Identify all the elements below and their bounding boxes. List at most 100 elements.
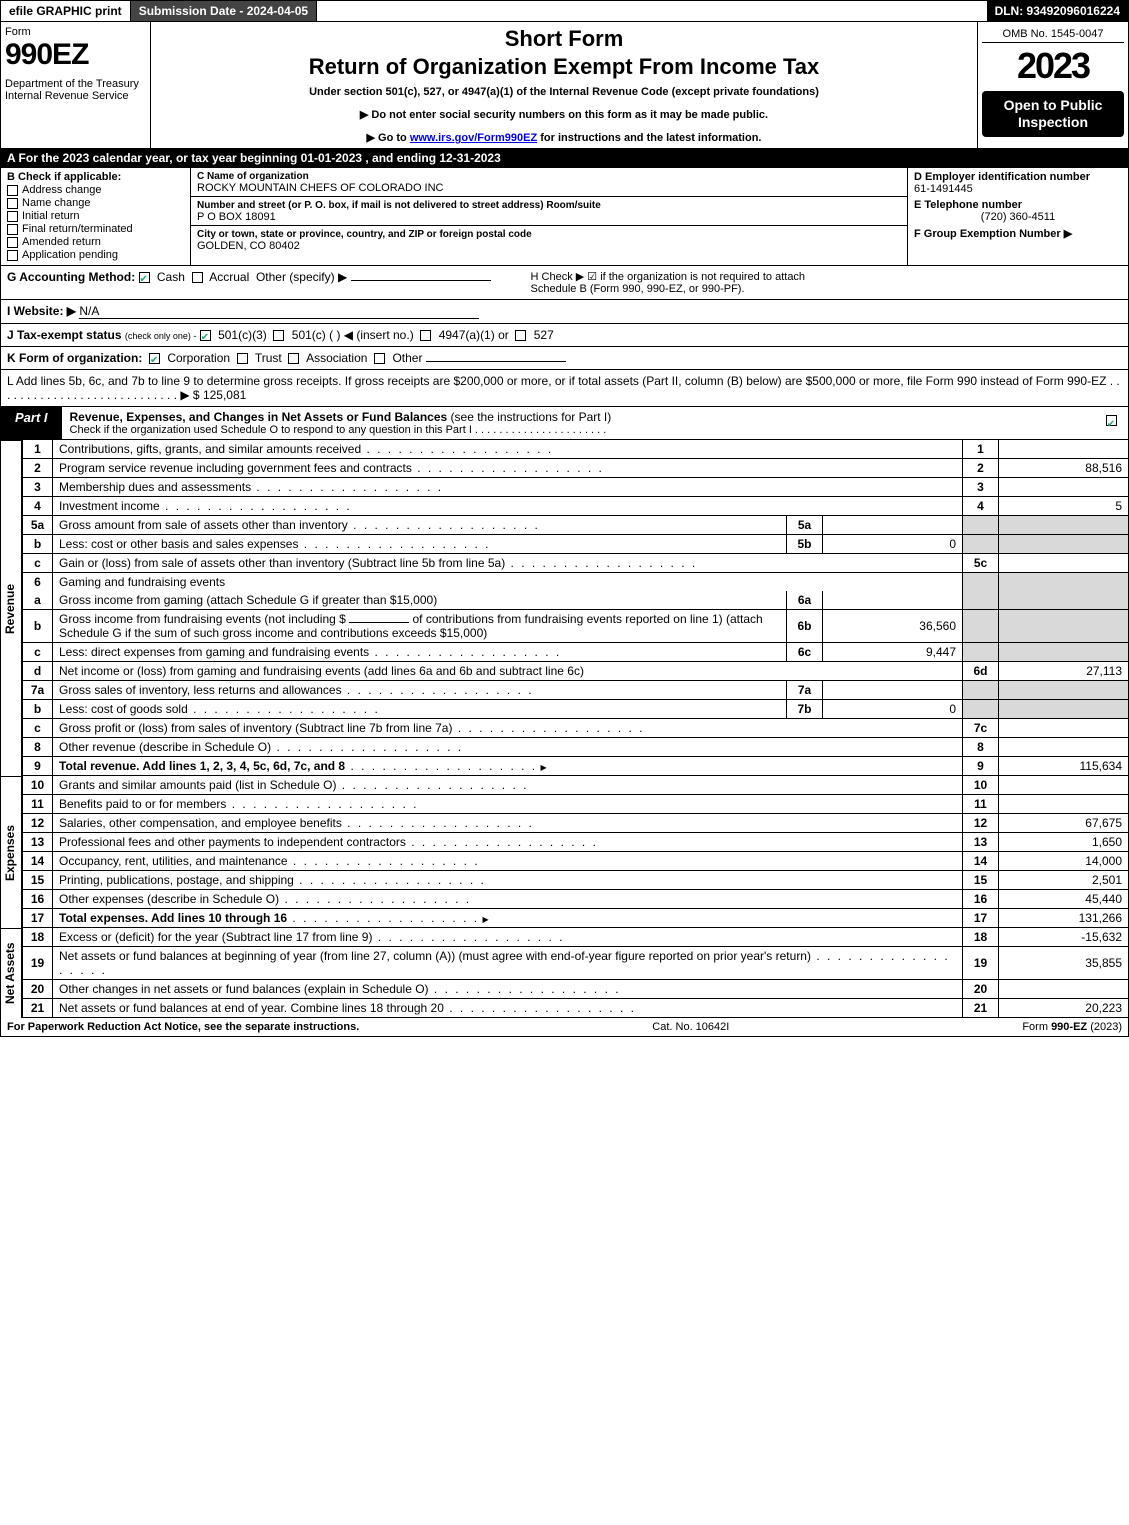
section-k-form-of-org: K Form of organization: Corporation Trus… — [0, 347, 1129, 370]
ln-6c-val — [999, 643, 1129, 662]
g-other: Other (specify) ▶ — [256, 270, 347, 284]
checkbox-amended-return[interactable] — [7, 237, 18, 248]
header-right-block: OMB No. 1545-0047 2023 Open to Public In… — [978, 22, 1128, 148]
ln-19-num: 19 — [23, 947, 53, 980]
arrow-icon — [540, 759, 546, 773]
ln-5b-num: b — [23, 535, 53, 554]
efile-print-button[interactable]: efile GRAPHIC print — [1, 1, 131, 21]
j-o1: 501(c)(3) — [218, 328, 267, 342]
short-form-label: Short Form — [161, 26, 967, 52]
ln-11-box: 11 — [963, 795, 999, 814]
checkbox-cash[interactable] — [139, 272, 150, 283]
ln-12-num: 12 — [23, 814, 53, 833]
line-18: 18Excess or (deficit) for the year (Subt… — [23, 928, 1129, 947]
ln-11-num: 11 — [23, 795, 53, 814]
line-12: 12Salaries, other compensation, and empl… — [23, 814, 1129, 833]
line-15: 15Printing, publications, postage, and s… — [23, 871, 1129, 890]
b-opt-3: Final return/terminated — [22, 223, 133, 235]
ln-7a-desc: Gross sales of inventory, less returns a… — [53, 681, 787, 700]
ln-7b-desc: Less: cost of goods sold — [53, 700, 787, 719]
irs-link[interactable]: www.irs.gov/Form990EZ — [410, 132, 537, 144]
ln-15-desc: Printing, publications, postage, and shi… — [53, 871, 963, 890]
j-o2: 501(c) ( ) ◀ (insert no.) — [292, 328, 414, 342]
ln-5b-ival: 0 — [823, 535, 963, 554]
j-sub: (check only one) ‐ — [125, 331, 197, 341]
ln-7a-ibox: 7a — [787, 681, 823, 700]
line-19: 19Net assets or fund balances at beginni… — [23, 947, 1129, 980]
ln-6c-ibox: 6c — [787, 643, 823, 662]
line-7b: bLess: cost of goods sold7b0 — [23, 700, 1129, 719]
checkbox-501c[interactable] — [273, 330, 284, 341]
ln-5a-box — [963, 516, 999, 535]
org-name: ROCKY MOUNTAIN CHEFS OF COLORADO INC — [197, 182, 444, 194]
checkbox-527[interactable] — [515, 330, 526, 341]
e-tel-label: E Telephone number — [914, 199, 1022, 211]
ln-6b-desc: Gross income from fundraising events (no… — [53, 610, 787, 643]
ln-6b-blank[interactable] — [349, 622, 409, 623]
k-o3: Association — [306, 351, 367, 365]
checkbox-501c3[interactable] — [200, 330, 211, 341]
ln-17-desc: Total expenses. Add lines 10 through 16 — [53, 909, 963, 928]
ln-10-box: 10 — [963, 776, 999, 795]
part-i-header: Part I Revenue, Expenses, and Changes in… — [0, 407, 1129, 440]
line-8: 8Other revenue (describe in Schedule O)8 — [23, 738, 1129, 757]
ln-19-desc: Net assets or fund balances at beginning… — [53, 947, 963, 980]
section-j-tax-exempt: J Tax-exempt status (check only one) ‐ 5… — [0, 324, 1129, 347]
ln-16-num: 16 — [23, 890, 53, 909]
line-7a: 7aGross sales of inventory, less returns… — [23, 681, 1129, 700]
checkbox-other-org[interactable] — [374, 353, 385, 364]
ln-6d-desc: Net income or (loss) from gaming and fun… — [53, 662, 963, 681]
checkbox-accrual[interactable] — [192, 272, 203, 283]
netassets-table: 18Excess or (deficit) for the year (Subt… — [22, 928, 1129, 1018]
ln-5a-ibox: 5a — [787, 516, 823, 535]
line-11: 11Benefits paid to or for members11 — [23, 795, 1129, 814]
ln-20-desc: Other changes in net assets or fund bala… — [53, 980, 963, 999]
k-other-input[interactable] — [426, 361, 566, 362]
ln-4-num: 4 — [23, 497, 53, 516]
checkbox-initial-return[interactable] — [7, 211, 18, 222]
ln-5a-ival — [823, 516, 963, 535]
ln-6c-desc: Less: direct expenses from gaming and fu… — [53, 643, 787, 662]
ln-1-val — [999, 440, 1129, 459]
ln-6a-val — [999, 591, 1129, 610]
b-opt-0: Address change — [22, 184, 102, 196]
checkbox-schedule-o[interactable] — [1106, 415, 1117, 426]
checkbox-application-pending[interactable] — [7, 250, 18, 261]
checkbox-trust[interactable] — [237, 353, 248, 364]
ln-10-num: 10 — [23, 776, 53, 795]
ln-13-box: 13 — [963, 833, 999, 852]
ln-4-desc: Investment income — [53, 497, 963, 516]
checkbox-name-change[interactable] — [7, 198, 18, 209]
line-4: 4Investment income45 — [23, 497, 1129, 516]
g-other-input[interactable] — [351, 280, 491, 281]
checkbox-address-change[interactable] — [7, 185, 18, 196]
ln-9-val: 115,634 — [999, 757, 1129, 776]
ln-14-num: 14 — [23, 852, 53, 871]
ln-6a-num: a — [23, 591, 53, 610]
ln-14-val: 14,000 — [999, 852, 1129, 871]
tax-year: 2023 — [982, 45, 1124, 87]
ln-8-box: 8 — [963, 738, 999, 757]
ln-17-bold: Total expenses. Add lines 10 through 16 — [59, 911, 287, 925]
website-value: N/A — [79, 304, 479, 319]
org-city: GOLDEN, CO 80402 — [197, 240, 300, 252]
i-label: I Website: ▶ — [7, 304, 76, 318]
checkbox-final-return[interactable] — [7, 224, 18, 235]
ln-6b-ival: 36,560 — [823, 610, 963, 643]
section-b-checkboxes: B Check if applicable: Address change Na… — [1, 168, 191, 265]
checkbox-4947a1[interactable] — [420, 330, 431, 341]
part-i-title-text: Revenue, Expenses, and Changes in Net As… — [70, 410, 448, 424]
part-i-checkbox[interactable] — [1098, 407, 1128, 439]
ln-5b-desc: Less: cost or other basis and sales expe… — [53, 535, 787, 554]
ln-5c-box: 5c — [963, 554, 999, 573]
ln-13-num: 13 — [23, 833, 53, 852]
revenue-table: 1Contributions, gifts, grants, and simil… — [22, 440, 1129, 776]
section-i-website: I Website: ▶ N/A — [0, 300, 1129, 324]
checkbox-association[interactable] — [288, 353, 299, 364]
ln-4-val: 5 — [999, 497, 1129, 516]
c-city-label: City or town, state or province, country… — [197, 229, 532, 240]
ln-8-desc: Other revenue (describe in Schedule O) — [53, 738, 963, 757]
ln-6b-ibox: 6b — [787, 610, 823, 643]
checkbox-corporation[interactable] — [149, 353, 160, 364]
ln-20-box: 20 — [963, 980, 999, 999]
